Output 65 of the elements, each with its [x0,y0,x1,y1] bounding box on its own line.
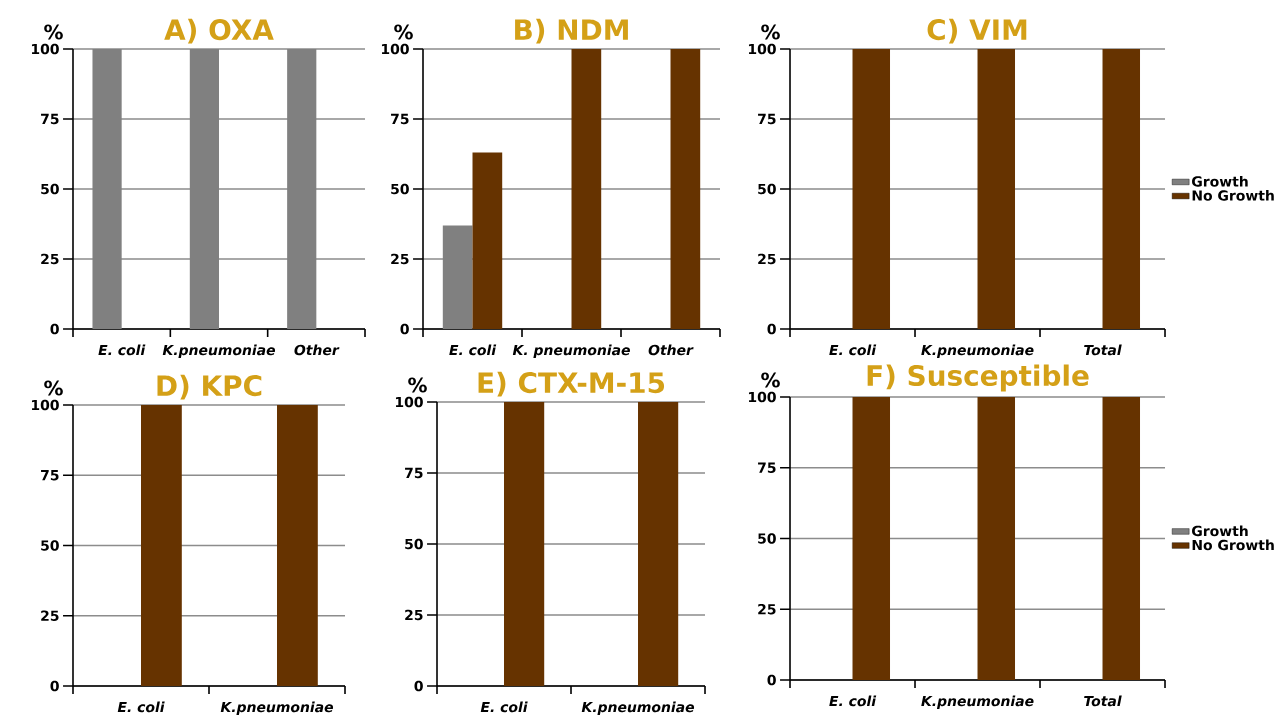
y-tick-label: 100 [381,43,409,55]
y-axis-title: % [44,24,63,40]
y-tick-label: 25 [758,603,776,615]
x-tick-label: K.pneumoniae [162,344,276,358]
x-tick-label: E. coli [480,701,528,713]
y-tick-label: 0 [50,680,59,692]
x-tick-label: Other [648,344,694,356]
y-axis-title: % [394,24,413,40]
y-tick-label: 0 [767,674,776,686]
legend-label: Growth [1192,175,1248,187]
chart-title: B) NDM [515,18,628,44]
y-tick-label: 50 [391,183,409,195]
x-tick-label: E. coli [98,344,146,356]
legend-label: No Growth [1192,189,1274,201]
legend-label: Growth [1192,525,1248,537]
chart-title: A) OXA [164,18,274,44]
y-tick-label: 100 [31,43,59,55]
x-tick-label: E. coli [117,701,165,713]
x-tick-label: Total [1084,344,1122,356]
x-tick-label: E. coli [829,695,877,707]
x-tick-label: K.pneumoniae [921,695,1034,709]
y-tick-label: 75 [405,467,423,479]
y-tick-label: 50 [758,183,776,195]
x-tick-label: Other [294,344,340,356]
x-tick-label: K.pneumoniae [921,344,1034,358]
y-tick-label: 25 [405,609,423,621]
x-tick-label: K. pneumoniae [512,344,630,358]
x-tick-label: E. coli [829,344,877,356]
x-tick-label: E. coli [449,344,497,356]
y-tick-label: 75 [41,113,59,125]
bar [571,48,602,329]
y-tick-label: 50 [41,540,59,551]
y-tick-label: 100 [31,399,59,411]
y-tick-label: 0 [767,323,776,335]
y-tick-label: 50 [405,538,423,550]
y-tick-label: 50 [758,533,776,544]
y-tick-label: 0 [400,323,409,335]
chart-title: D) KPC [157,374,262,400]
y-tick-label: 100 [748,391,776,403]
y-tick-label: 25 [391,253,409,265]
bar [670,48,701,329]
chart-title: E) CTX-M-15 [478,371,665,397]
y-tick-label: 25 [41,253,59,265]
y-tick-label: 25 [41,610,59,622]
y-tick-label: 75 [758,113,776,125]
x-tick-label: K.pneumoniae [220,701,334,715]
y-tick-label: 100 [395,396,423,408]
y-axis-title: % [761,24,780,40]
y-tick-label: 25 [758,253,776,265]
y-tick-label: 75 [391,113,409,125]
bar [472,152,503,329]
legend-label: No Growth [1192,539,1274,551]
chart-title: F) Susceptible [867,364,1089,392]
y-tick-label: 0 [414,680,423,692]
x-tick-label: Total [1084,695,1122,707]
chart-title: C) VIM [927,18,1027,44]
y-axis-title: % [761,372,780,388]
y-tick-label: 0 [50,323,59,335]
y-tick-label: 75 [758,462,776,473]
x-tick-label: K.pneumoniae [581,701,695,715]
y-tick-label: 100 [748,43,776,55]
y-axis-title: % [408,377,427,393]
y-tick-label: 75 [41,470,59,481]
y-axis-title: % [44,380,63,396]
y-tick-label: 50 [41,183,59,195]
